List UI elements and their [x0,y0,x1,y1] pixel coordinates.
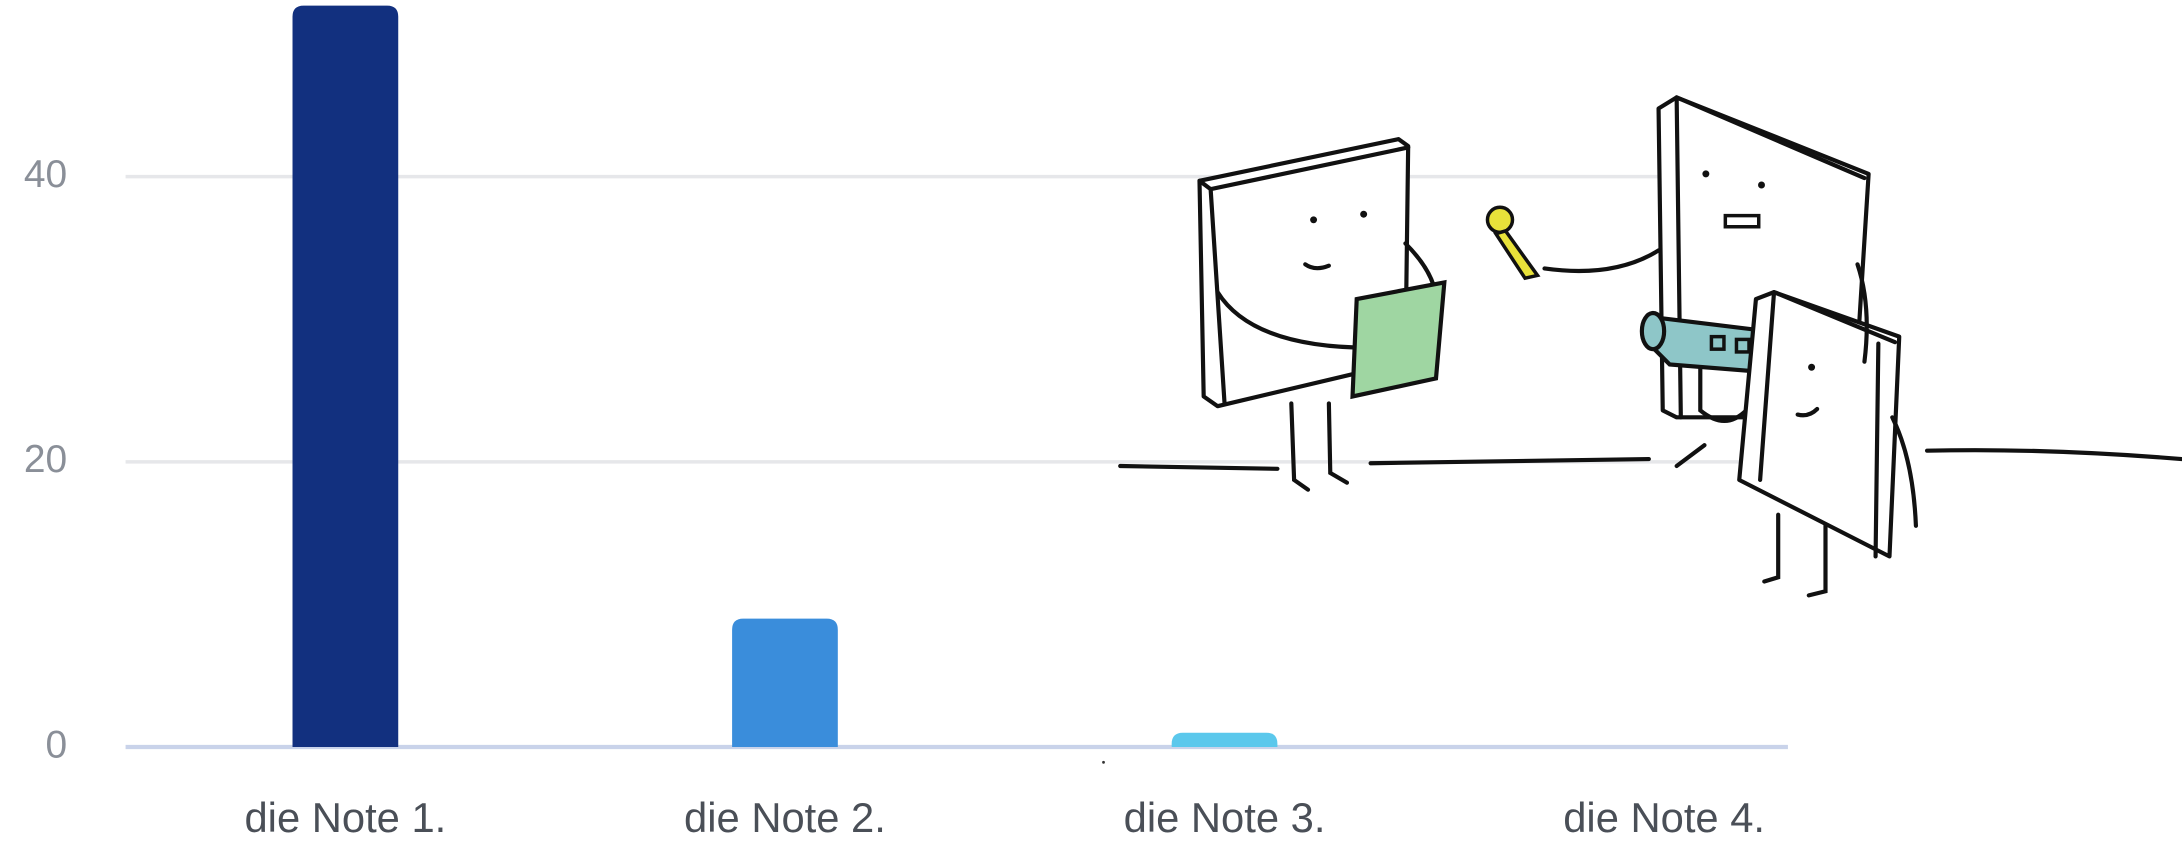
y-tick-label: 20 [24,438,67,481]
bar [293,6,399,747]
y-tick-label: 40 [24,153,67,196]
bar [1172,733,1278,747]
chart: 0 20 40 die Note 1. die Note 2. die Note 3. di… [0,0,2182,843]
x-tick-label: die Note 3. [1124,794,1326,841]
x-tick-label: die Note 2. [684,794,886,841]
illustration [1102,97,2181,763]
x-tick-label: die Note 1. [244,794,446,841]
x-tick-label: die Note 4. [1563,794,1765,841]
y-tick-label: 0 [46,723,68,766]
bar [732,619,838,747]
page: {"chart_data": {"type": "bar", "categori… [0,0,2182,843]
